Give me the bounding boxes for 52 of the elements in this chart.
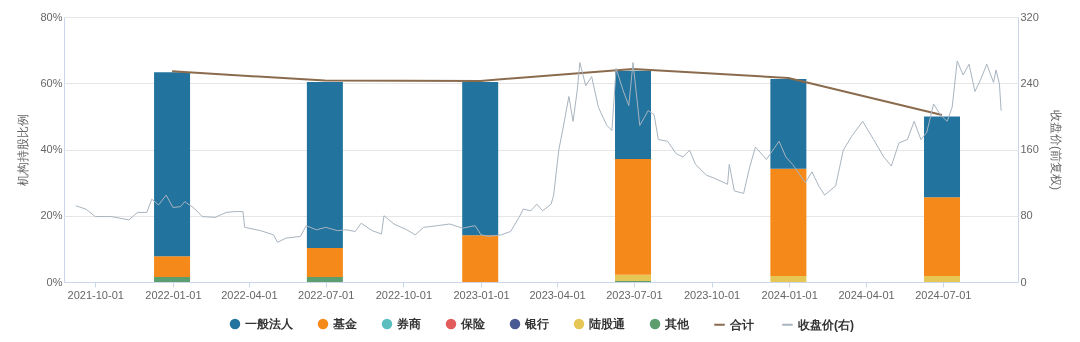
bar: [154, 256, 191, 278]
y2-tick-label: 160: [1020, 143, 1039, 155]
y-tick-label: 60%: [40, 76, 63, 89]
x-tick-label: 2022-01-01: [145, 288, 202, 301]
legend-label: 保险: [460, 317, 486, 331]
x-tick-label: 2024-07-01: [915, 288, 972, 301]
x-tick-label: 2022-10-01: [375, 288, 433, 301]
bar: [924, 276, 961, 282]
bar: [154, 72, 191, 257]
y-tick-label: 40%: [40, 143, 63, 155]
y2-tick-label: 80: [1020, 209, 1033, 222]
bar: [154, 277, 191, 282]
x-tick-label: 2022-04-01: [221, 288, 278, 301]
bar: [770, 168, 807, 277]
y2-tick-label: 320: [1020, 10, 1039, 23]
line-series: [75, 60, 1002, 243]
y-tick-label: 0%: [46, 275, 63, 288]
x-tick-label: 2023-01-01: [453, 288, 510, 301]
legend-label: 陆股通: [589, 317, 626, 331]
y-tick-label: 80%: [40, 10, 63, 23]
bar: [462, 81, 499, 236]
x-tick-label: 2024-01-01: [761, 288, 818, 301]
legend-label: 收盘价(右): [798, 317, 854, 332]
bar: [615, 159, 652, 275]
x-tick-label: 2021-10-01: [67, 288, 124, 301]
bar: [615, 70, 652, 160]
legend-label: 一般法人: [245, 317, 294, 331]
y2-axis-title: 收盘价(前复权): [1048, 110, 1063, 190]
legend-label: 其他: [664, 317, 690, 331]
bar: [770, 276, 807, 282]
bar: [924, 197, 961, 277]
y2-tick-label: 0: [1020, 275, 1027, 288]
x-tick-label: 2023-04-01: [529, 288, 586, 301]
y2-tick-label: 240: [1020, 76, 1039, 89]
x-tick-label: 2024-04-01: [838, 288, 895, 301]
bar: [306, 247, 343, 278]
y-axis-title: 机构持股比例: [16, 114, 31, 186]
bar: [770, 78, 807, 169]
y-tick-label: 20%: [40, 209, 63, 222]
x-tick-label: 2023-07-01: [606, 288, 663, 301]
legend-label: 合计: [729, 317, 754, 332]
x-tick-label: 2022-07-01: [298, 288, 355, 301]
bar: [615, 274, 652, 282]
x-tick-label: 2023-10-01: [683, 288, 741, 301]
legend-label: 券商: [396, 317, 421, 331]
bar: [306, 81, 343, 248]
bar: [306, 277, 343, 282]
bar: [462, 235, 499, 282]
legend-label: 银行: [524, 317, 549, 331]
legend-label: 基金: [332, 317, 358, 331]
bar: [924, 116, 961, 198]
line-series: [171, 68, 944, 117]
